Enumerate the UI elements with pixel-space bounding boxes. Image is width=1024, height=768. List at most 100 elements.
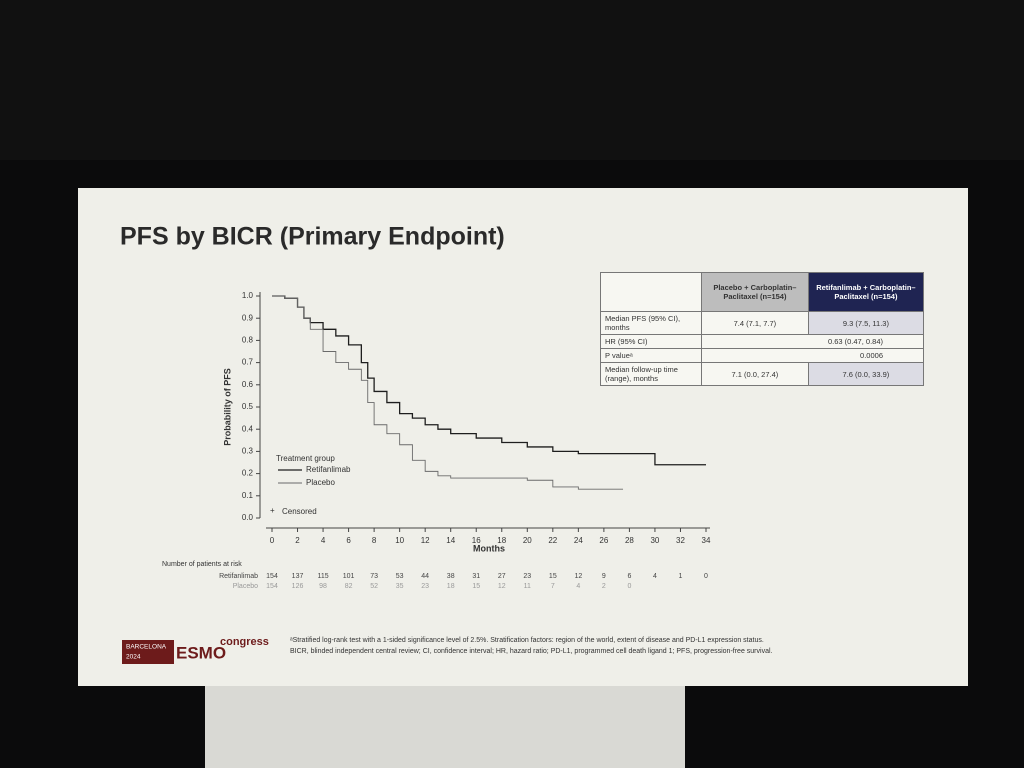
at-risk-count: 4: [576, 583, 580, 590]
censored-symbol: +: [270, 506, 275, 515]
at-risk-count: 9: [602, 573, 606, 580]
x-axis-label: Months: [473, 543, 505, 553]
table-cell: 7.6 (0.0, 33.9): [807, 362, 925, 386]
table-cell: 0.0006: [701, 348, 924, 363]
x-tick-label: 14: [446, 536, 455, 545]
x-tick-label: 26: [599, 536, 608, 545]
at-risk-count: 31: [472, 573, 480, 580]
y-axis-label: Probability of PFS: [222, 368, 232, 446]
at-risk-count: 53: [396, 573, 404, 580]
x-tick-label: 6: [346, 536, 351, 545]
at-risk-count: 6: [627, 573, 631, 580]
y-tick-label: 0.6: [242, 380, 254, 389]
x-tick-label: 20: [523, 536, 532, 545]
x-tick-label: 32: [676, 536, 685, 545]
x-tick-label: 10: [395, 536, 404, 545]
at-risk-count: 115: [317, 573, 328, 580]
y-tick-label: 0.2: [242, 469, 254, 478]
slide: [78, 188, 968, 686]
header-row: Placebo + Carboplatin–Paclitaxel (n=154)…: [600, 272, 925, 312]
y-tick-label: 0.1: [242, 491, 254, 500]
legend-title: Treatment group: [276, 454, 335, 463]
slide-title: PFS by BICR (Primary Endpoint): [120, 223, 505, 251]
x-tick-label: 24: [574, 536, 583, 545]
summary-table: Placebo + Carboplatin–Paclitaxel (n=154)…: [600, 272, 925, 386]
at-risk-count: 23: [523, 573, 531, 580]
table-row: P valueᵃ 0.0006: [600, 348, 924, 363]
ceiling: [0, 0, 1024, 160]
second-screen: [205, 686, 685, 768]
at-risk-count: 2: [602, 583, 606, 590]
x-tick-label: 22: [548, 536, 557, 545]
footnote: BICR, blinded independent central review…: [290, 648, 773, 655]
row-label: Median follow-up time (range), months: [600, 362, 702, 386]
table-row: Median follow-up time (range), months 7.1…: [600, 362, 925, 386]
logo-box: [122, 640, 174, 664]
legend-label: Retifanlimab: [306, 465, 351, 474]
at-risk-count: 11: [524, 583, 531, 590]
at-risk-label: Retifanlimab: [219, 573, 258, 580]
at-risk-count: 82: [345, 583, 353, 590]
censored-label: Censored: [282, 507, 317, 516]
table-row: HR (95% CI) 0.63 (0.47, 0.84): [600, 334, 924, 349]
logo: BARCELONA 2024 ESMO congress: [122, 636, 269, 664]
table-cell: 7.4 (7.1, 7.7): [701, 311, 809, 335]
at-risk-count: 154: [266, 583, 278, 590]
at-risk-count: 154: [266, 573, 278, 580]
row-label: Median PFS (95% CI), months: [600, 311, 702, 335]
at-risk-count: 18: [447, 583, 455, 590]
legend-label: Placebo: [306, 478, 335, 487]
row-label: P valueᵃ: [600, 348, 702, 363]
at-risk-count: 38: [447, 573, 455, 580]
y-tick-label: 0.5: [242, 402, 254, 411]
at-risk-count: 1: [679, 573, 683, 580]
at-risk-count: 137: [292, 573, 304, 580]
x-tick-label: 12: [421, 536, 430, 545]
x-tick-label: 2: [295, 536, 300, 545]
header-cell: Retifanlimab + Carboplatin–Paclitaxel (n…: [807, 272, 925, 312]
logo-city: BARCELONA: [126, 644, 167, 651]
footnote: ᵃStratified log-rank test with a 1-sided…: [290, 637, 764, 644]
at-risk-count: 23: [421, 583, 429, 590]
table-cell: 9.3 (7.5, 11.3): [807, 311, 925, 335]
x-tick-label: 30: [650, 536, 659, 545]
x-tick-label: 34: [702, 536, 711, 545]
logo-brand: ESMO: [176, 643, 226, 662]
at-risk-label: Placebo: [233, 583, 258, 590]
at-risk-title: Number of patients at risk: [162, 561, 242, 568]
at-risk-count: 15: [549, 573, 557, 580]
at-risk-count: 4: [653, 573, 657, 580]
at-risk-count: 101: [343, 573, 355, 580]
table-row: Median PFS (95% CI), months 7.4 (7.1, 7.7…: [600, 311, 925, 335]
table-cell: 7.1 (0.0, 27.4): [701, 362, 809, 386]
at-risk-count: 0: [704, 573, 708, 580]
x-tick-label: 8: [372, 536, 377, 545]
y-tick-label: 0.8: [242, 336, 254, 345]
at-risk-count: 27: [498, 573, 506, 580]
x-tick-label: 0: [270, 536, 275, 545]
logo-year: 2024: [126, 654, 141, 661]
logo-event: congress: [220, 636, 269, 648]
y-tick-label: 1.0: [242, 291, 254, 300]
y-tick-label: 0.4: [242, 424, 254, 433]
header-cell: Placebo + Carboplatin–Paclitaxel (n=154): [701, 272, 809, 312]
x-tick-label: 16: [472, 536, 481, 545]
at-risk-count: 12: [498, 583, 506, 590]
y-tick-label: 0.9: [242, 313, 254, 322]
at-risk-count: 15: [472, 583, 480, 590]
at-risk-count: 98: [319, 583, 327, 590]
at-risk-count: 7: [551, 583, 555, 590]
row-label: HR (95% CI): [600, 334, 702, 349]
y-tick-label: 0.0: [242, 513, 254, 522]
km-curve: [272, 295, 624, 490]
at-risk-count: 44: [421, 573, 429, 580]
y-tick-label: 0.3: [242, 447, 254, 456]
table-cell: 0.63 (0.47, 0.84): [701, 334, 924, 349]
at-risk-count: 73: [370, 573, 378, 580]
at-risk-count: 126: [292, 583, 304, 590]
corner-cell: [600, 272, 702, 312]
x-tick-label: 28: [625, 536, 634, 545]
at-risk-count: 12: [574, 573, 582, 580]
